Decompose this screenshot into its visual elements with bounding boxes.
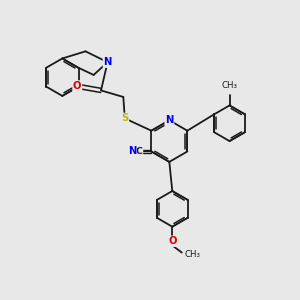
Text: N: N bbox=[165, 115, 173, 125]
Text: N: N bbox=[128, 146, 136, 157]
Text: CH₃: CH₃ bbox=[185, 250, 201, 260]
Text: O: O bbox=[168, 236, 176, 246]
Text: O: O bbox=[73, 81, 82, 91]
Text: CH₃: CH₃ bbox=[221, 81, 238, 90]
Text: S: S bbox=[121, 113, 128, 123]
Text: C: C bbox=[136, 147, 142, 156]
Text: N: N bbox=[103, 57, 112, 67]
